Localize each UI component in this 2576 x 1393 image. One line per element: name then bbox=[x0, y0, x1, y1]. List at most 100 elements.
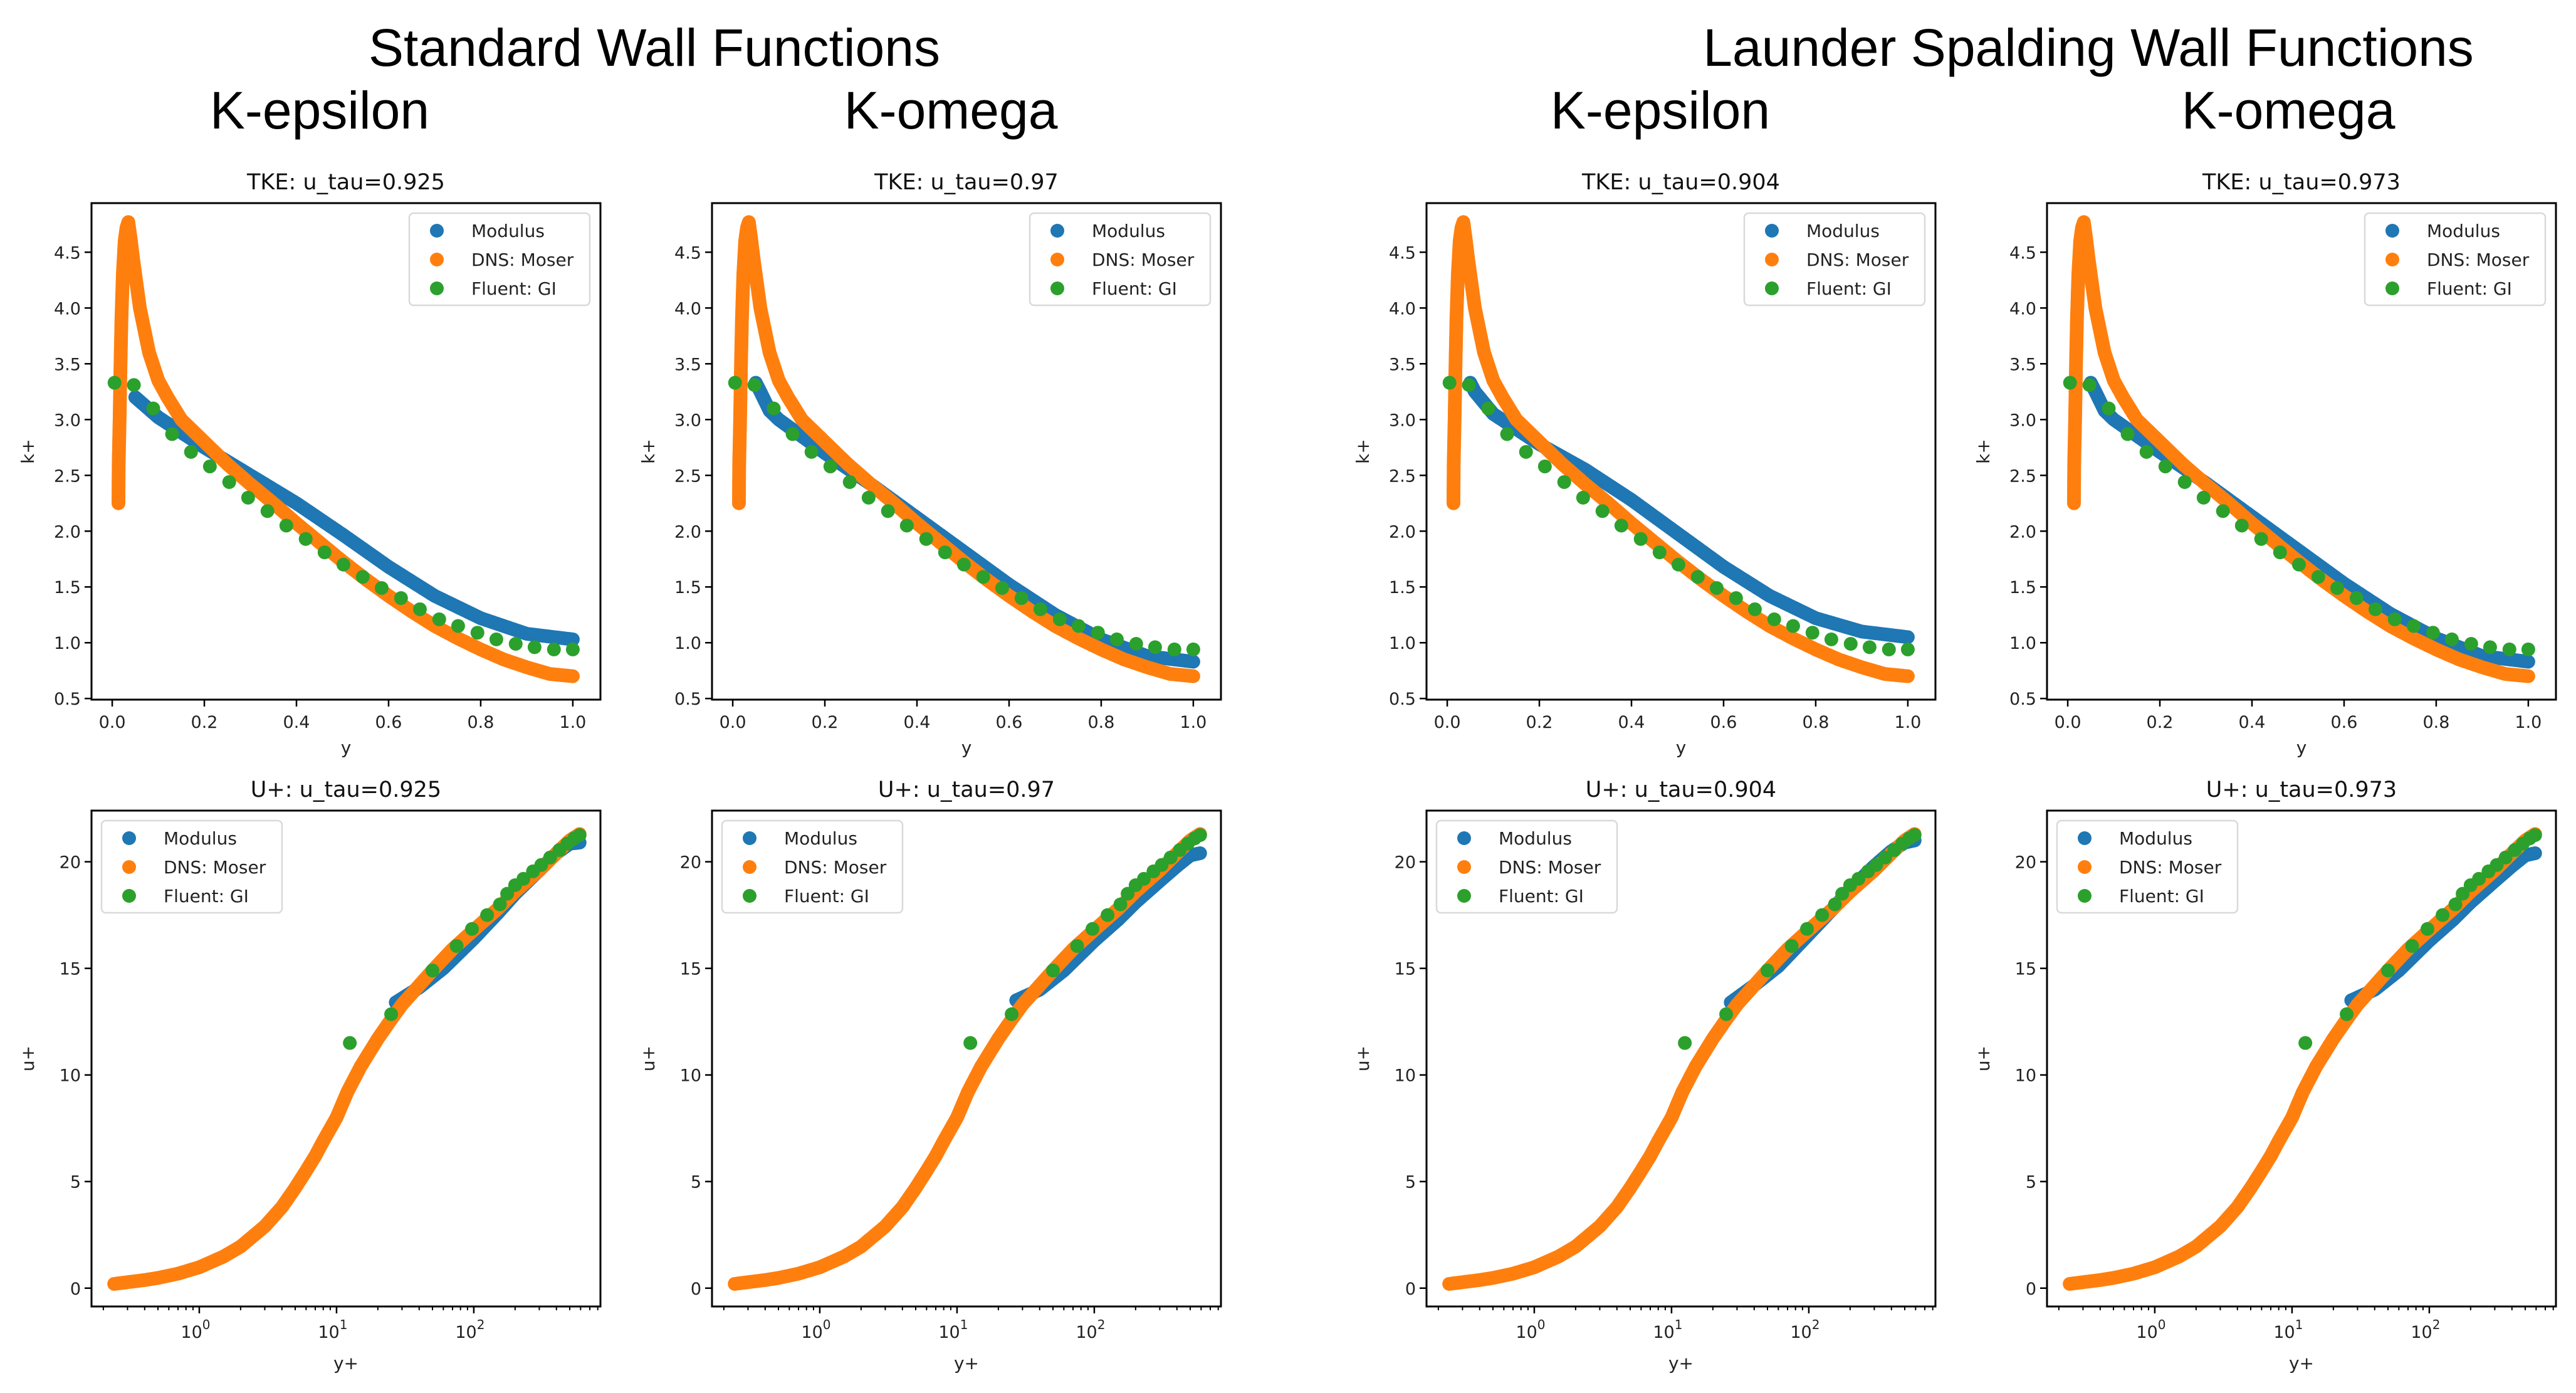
legend-label: Modulus bbox=[164, 828, 237, 849]
data-point bbox=[1900, 669, 1915, 683]
data-point bbox=[317, 545, 332, 560]
x-tick-label: 101 bbox=[938, 1317, 968, 1342]
legend-marker-fluent-gi bbox=[743, 889, 757, 903]
y-tick-label: 3.5 bbox=[1389, 355, 1416, 374]
data-point bbox=[465, 922, 479, 936]
legend-label: Modulus bbox=[471, 221, 545, 241]
y-tick-label: 3.5 bbox=[54, 355, 81, 374]
data-point bbox=[956, 557, 971, 572]
legend-marker-dns-moser bbox=[430, 253, 444, 266]
axes-frame bbox=[90, 202, 602, 701]
data-point bbox=[1186, 669, 1200, 683]
chart-title: TKE: u_tau=0.904 bbox=[1581, 170, 1780, 195]
series-dns-moser bbox=[111, 215, 580, 683]
legend-label: Fluent: GI bbox=[2427, 278, 2512, 299]
data-point bbox=[127, 378, 141, 392]
heading-model-col2: K-omega bbox=[844, 81, 1058, 140]
data-point bbox=[374, 581, 389, 596]
x-axis-label: y bbox=[2296, 737, 2307, 758]
data-point bbox=[527, 640, 542, 654]
x-tick-exponent: 1 bbox=[340, 1317, 348, 1332]
x-tick-label: 1.0 bbox=[559, 713, 586, 732]
y-axis-label: u+ bbox=[1353, 1046, 1373, 1071]
data-point bbox=[1786, 619, 1800, 633]
legend-marker-fluent-gi bbox=[2385, 281, 2399, 295]
x-tick-label: 0.4 bbox=[904, 713, 931, 732]
legend-label: DNS: Moser bbox=[1092, 250, 1195, 270]
legend-marker-dns-moser bbox=[122, 860, 136, 874]
data-point bbox=[2234, 518, 2249, 533]
x-axis-label: y+ bbox=[333, 1353, 359, 1374]
data-point bbox=[1576, 490, 1590, 505]
x-tick-label: 0.4 bbox=[1618, 713, 1645, 732]
y-tick-label: 15 bbox=[60, 960, 81, 979]
x-tick-label: 0.0 bbox=[720, 713, 746, 732]
data-point bbox=[1652, 545, 1667, 560]
data-point bbox=[202, 460, 217, 474]
axes-frame bbox=[90, 809, 602, 1308]
axes-frame bbox=[711, 202, 1222, 701]
y-tick-label: 3.5 bbox=[674, 355, 701, 374]
heading-standard-wall-functions: Standard Wall Functions bbox=[369, 18, 940, 77]
data-point bbox=[1086, 922, 1100, 936]
y-tick-label: 1.0 bbox=[674, 634, 701, 653]
x-tick-base: 10 bbox=[181, 1323, 202, 1342]
data-point bbox=[1163, 850, 1178, 865]
x-tick-label: 100 bbox=[181, 1317, 210, 1342]
legend-marker-modulus bbox=[2385, 224, 2399, 238]
data-point bbox=[995, 581, 1009, 596]
data-point bbox=[1805, 626, 1819, 640]
data-point bbox=[2273, 545, 2287, 560]
data-point bbox=[2082, 378, 2097, 392]
data-point bbox=[1595, 504, 1610, 518]
x-tick-base: 10 bbox=[1653, 1323, 1674, 1342]
data-point bbox=[785, 427, 800, 441]
x-tick-label: 0.8 bbox=[467, 713, 494, 732]
data-point bbox=[336, 557, 350, 572]
data-point bbox=[2368, 602, 2382, 616]
legend-label: Modulus bbox=[2427, 221, 2500, 241]
data-point bbox=[1882, 642, 1896, 656]
x-tick-label: 1.0 bbox=[1894, 713, 1921, 732]
legend-label: Fluent: GI bbox=[784, 886, 869, 907]
data-point bbox=[412, 602, 427, 616]
x-tick-label: 0.0 bbox=[99, 713, 126, 732]
y-tick-label: 2.5 bbox=[54, 466, 81, 486]
data-point bbox=[1186, 642, 1200, 656]
data-point bbox=[493, 897, 507, 912]
data-point bbox=[260, 504, 275, 518]
legend-label: Modulus bbox=[784, 828, 857, 849]
data-point bbox=[1101, 908, 1115, 922]
x-tick-label: 102 bbox=[1076, 1317, 1105, 1342]
legend-marker-modulus bbox=[743, 831, 757, 845]
series-fluent-gi bbox=[963, 828, 1207, 1050]
legend-label: DNS: Moser bbox=[1806, 250, 1909, 270]
data-point bbox=[1091, 626, 1105, 640]
data-point bbox=[1500, 427, 1514, 441]
x-axis-label: y+ bbox=[954, 1353, 979, 1374]
data-point bbox=[1557, 475, 1571, 489]
data-point bbox=[1193, 846, 1207, 861]
data-point bbox=[976, 570, 990, 584]
data-point bbox=[508, 637, 523, 651]
data-point bbox=[1071, 619, 1086, 633]
series-fluent-gi bbox=[107, 376, 580, 656]
x-tick-label: 1.0 bbox=[1180, 713, 1207, 732]
y-tick-label: 2.0 bbox=[674, 522, 701, 542]
data-point bbox=[899, 518, 914, 533]
x-tick-exponent: 0 bbox=[1537, 1317, 1546, 1332]
data-point bbox=[1186, 654, 1200, 669]
y-tick-label: 2.5 bbox=[1389, 466, 1416, 486]
data-point bbox=[1113, 897, 1128, 912]
data-point bbox=[572, 828, 587, 843]
data-point bbox=[2426, 626, 2440, 640]
data-point bbox=[1462, 378, 1476, 392]
plot-marks bbox=[728, 827, 1207, 1291]
data-point bbox=[2102, 401, 2116, 416]
legend-box bbox=[1029, 212, 1212, 307]
data-point bbox=[2330, 581, 2344, 596]
legend-marker-fluent-gi bbox=[122, 889, 136, 903]
